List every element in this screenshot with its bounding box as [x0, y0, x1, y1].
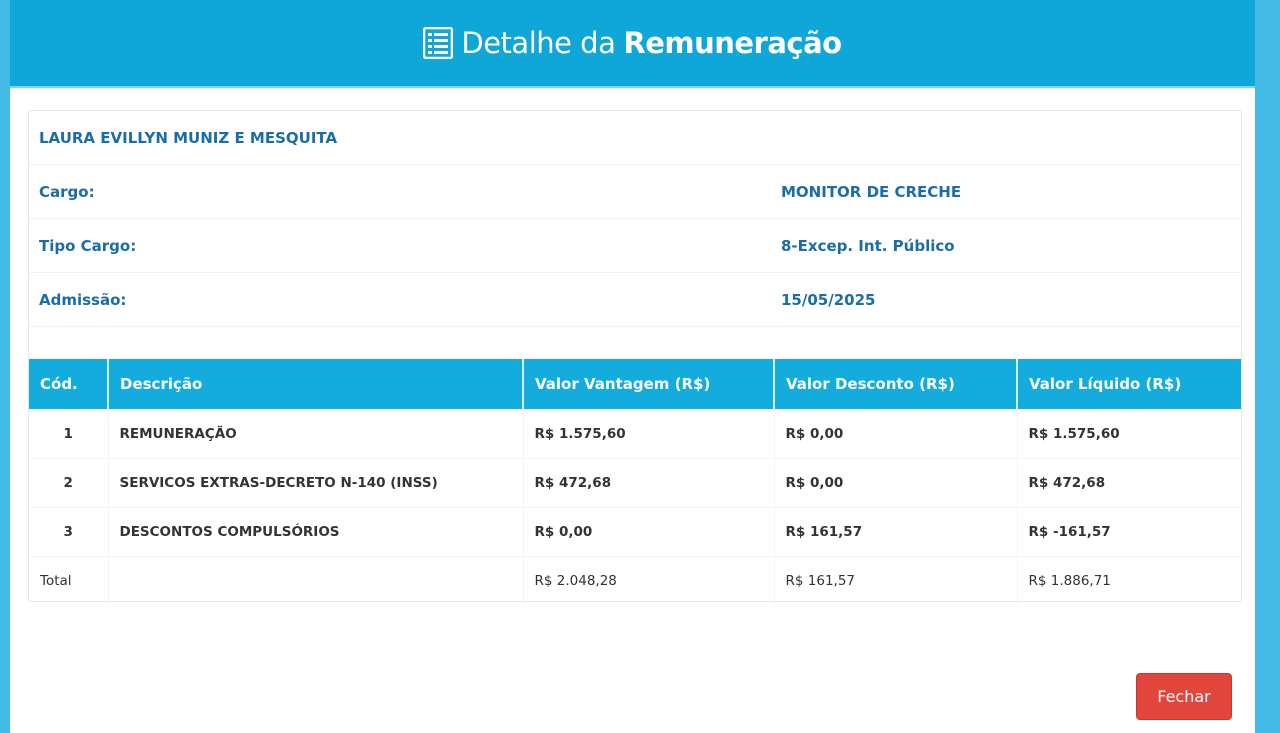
col-header: Valor Desconto (R$) — [774, 359, 1018, 410]
cell-liquido: R$ 1.575,60 — [1017, 409, 1241, 459]
col-header: Valor Vantagem (R$) — [523, 359, 775, 410]
col-header: Descrição — [108, 359, 524, 410]
employee-name: LAURA EVILLYN MUNIZ E MESQUITA — [39, 128, 338, 147]
modal-title-bold: Remuneração — [623, 26, 842, 60]
total-liquido: R$ 1.886,71 — [1017, 556, 1241, 605]
table-row: 1 REMUNERAÇÃO R$ 1.575,60 R$ 0,00 R$ 1.575,6… — [29, 409, 1241, 459]
modal-title-light: Detalhe da — [461, 26, 616, 60]
cell-desconto: R$ 0,00 — [774, 458, 1018, 508]
modal-header: Detalhe da Remuneração — [10, 0, 1255, 88]
list-alt-icon — [423, 27, 454, 59]
cell-vantagem: R$ 0,00 — [523, 507, 775, 557]
col-header: Cód. — [29, 359, 109, 410]
cell-description: REMUNERAÇÃO — [108, 409, 524, 459]
detail-panel: LAURA EVILLYN MUNIZ E MESQUITA Cargo: MON… — [28, 110, 1242, 605]
info-row-tipo-cargo: Tipo Cargo: 8-Excep. Int. Público — [29, 219, 1241, 273]
total-vantagem: R$ 2.048,28 — [523, 556, 775, 605]
info-row-cargo: Cargo: MONITOR DE CRECHE — [29, 165, 1241, 219]
field-value: MONITOR DE CRECHE — [781, 182, 962, 201]
field-label: Cargo: — [39, 182, 95, 201]
field-value: 8-Excep. Int. Público — [781, 236, 955, 255]
table-row: 3 DESCONTOS COMPULSÓRIOS R$ 0,00 R$ 161,57 R… — [29, 507, 1241, 557]
cell-vantagem: R$ 1.575,60 — [523, 409, 775, 459]
close-button[interactable]: Fechar — [1136, 673, 1232, 720]
info-row-admissao: Admissão: 15/05/2025 — [29, 273, 1241, 327]
table-row: 2 SERVICOS EXTRAS-DECRETO N-140 (INSS) R$ … — [29, 458, 1241, 508]
total-row: Total R$ 2.048,28 R$ 161,57 R$ 1.886,71 — [29, 556, 1241, 605]
cell-liquido: R$ -161,57 — [1017, 507, 1241, 557]
cell-description: SERVICOS EXTRAS-DECRETO N-140 (INSS) — [108, 458, 524, 508]
total-label: Total — [29, 556, 109, 605]
field-value: 15/05/2025 — [781, 290, 876, 309]
cell-liquido: R$ 472,68 — [1017, 458, 1241, 508]
cell-code: 2 — [29, 458, 109, 508]
field-label: Admissão: — [39, 290, 127, 309]
remuneration-detail-modal: Detalhe da Remuneração LAURA EVILLYN MUN… — [10, 0, 1255, 733]
total-desconto: R$ 161,57 — [774, 556, 1018, 605]
cell-code: 3 — [29, 507, 109, 557]
employee-name-row: LAURA EVILLYN MUNIZ E MESQUITA — [29, 111, 1241, 165]
col-header: Valor Líquido (R$) — [1017, 359, 1241, 410]
cell-vantagem: R$ 472,68 — [523, 458, 775, 508]
cell-empty — [108, 556, 524, 605]
cell-desconto: R$ 161,57 — [774, 507, 1018, 557]
table-header-row: Cód. Descrição Valor Vantagem (R$) Valor… — [29, 359, 1241, 410]
remuneration-table: Cód. Descrição Valor Vantagem (R$) Valor… — [29, 359, 1241, 605]
cell-code: 1 — [29, 409, 109, 459]
cell-description: DESCONTOS COMPULSÓRIOS — [108, 507, 524, 557]
field-label: Tipo Cargo: — [39, 236, 137, 255]
cell-desconto: R$ 0,00 — [774, 409, 1018, 459]
